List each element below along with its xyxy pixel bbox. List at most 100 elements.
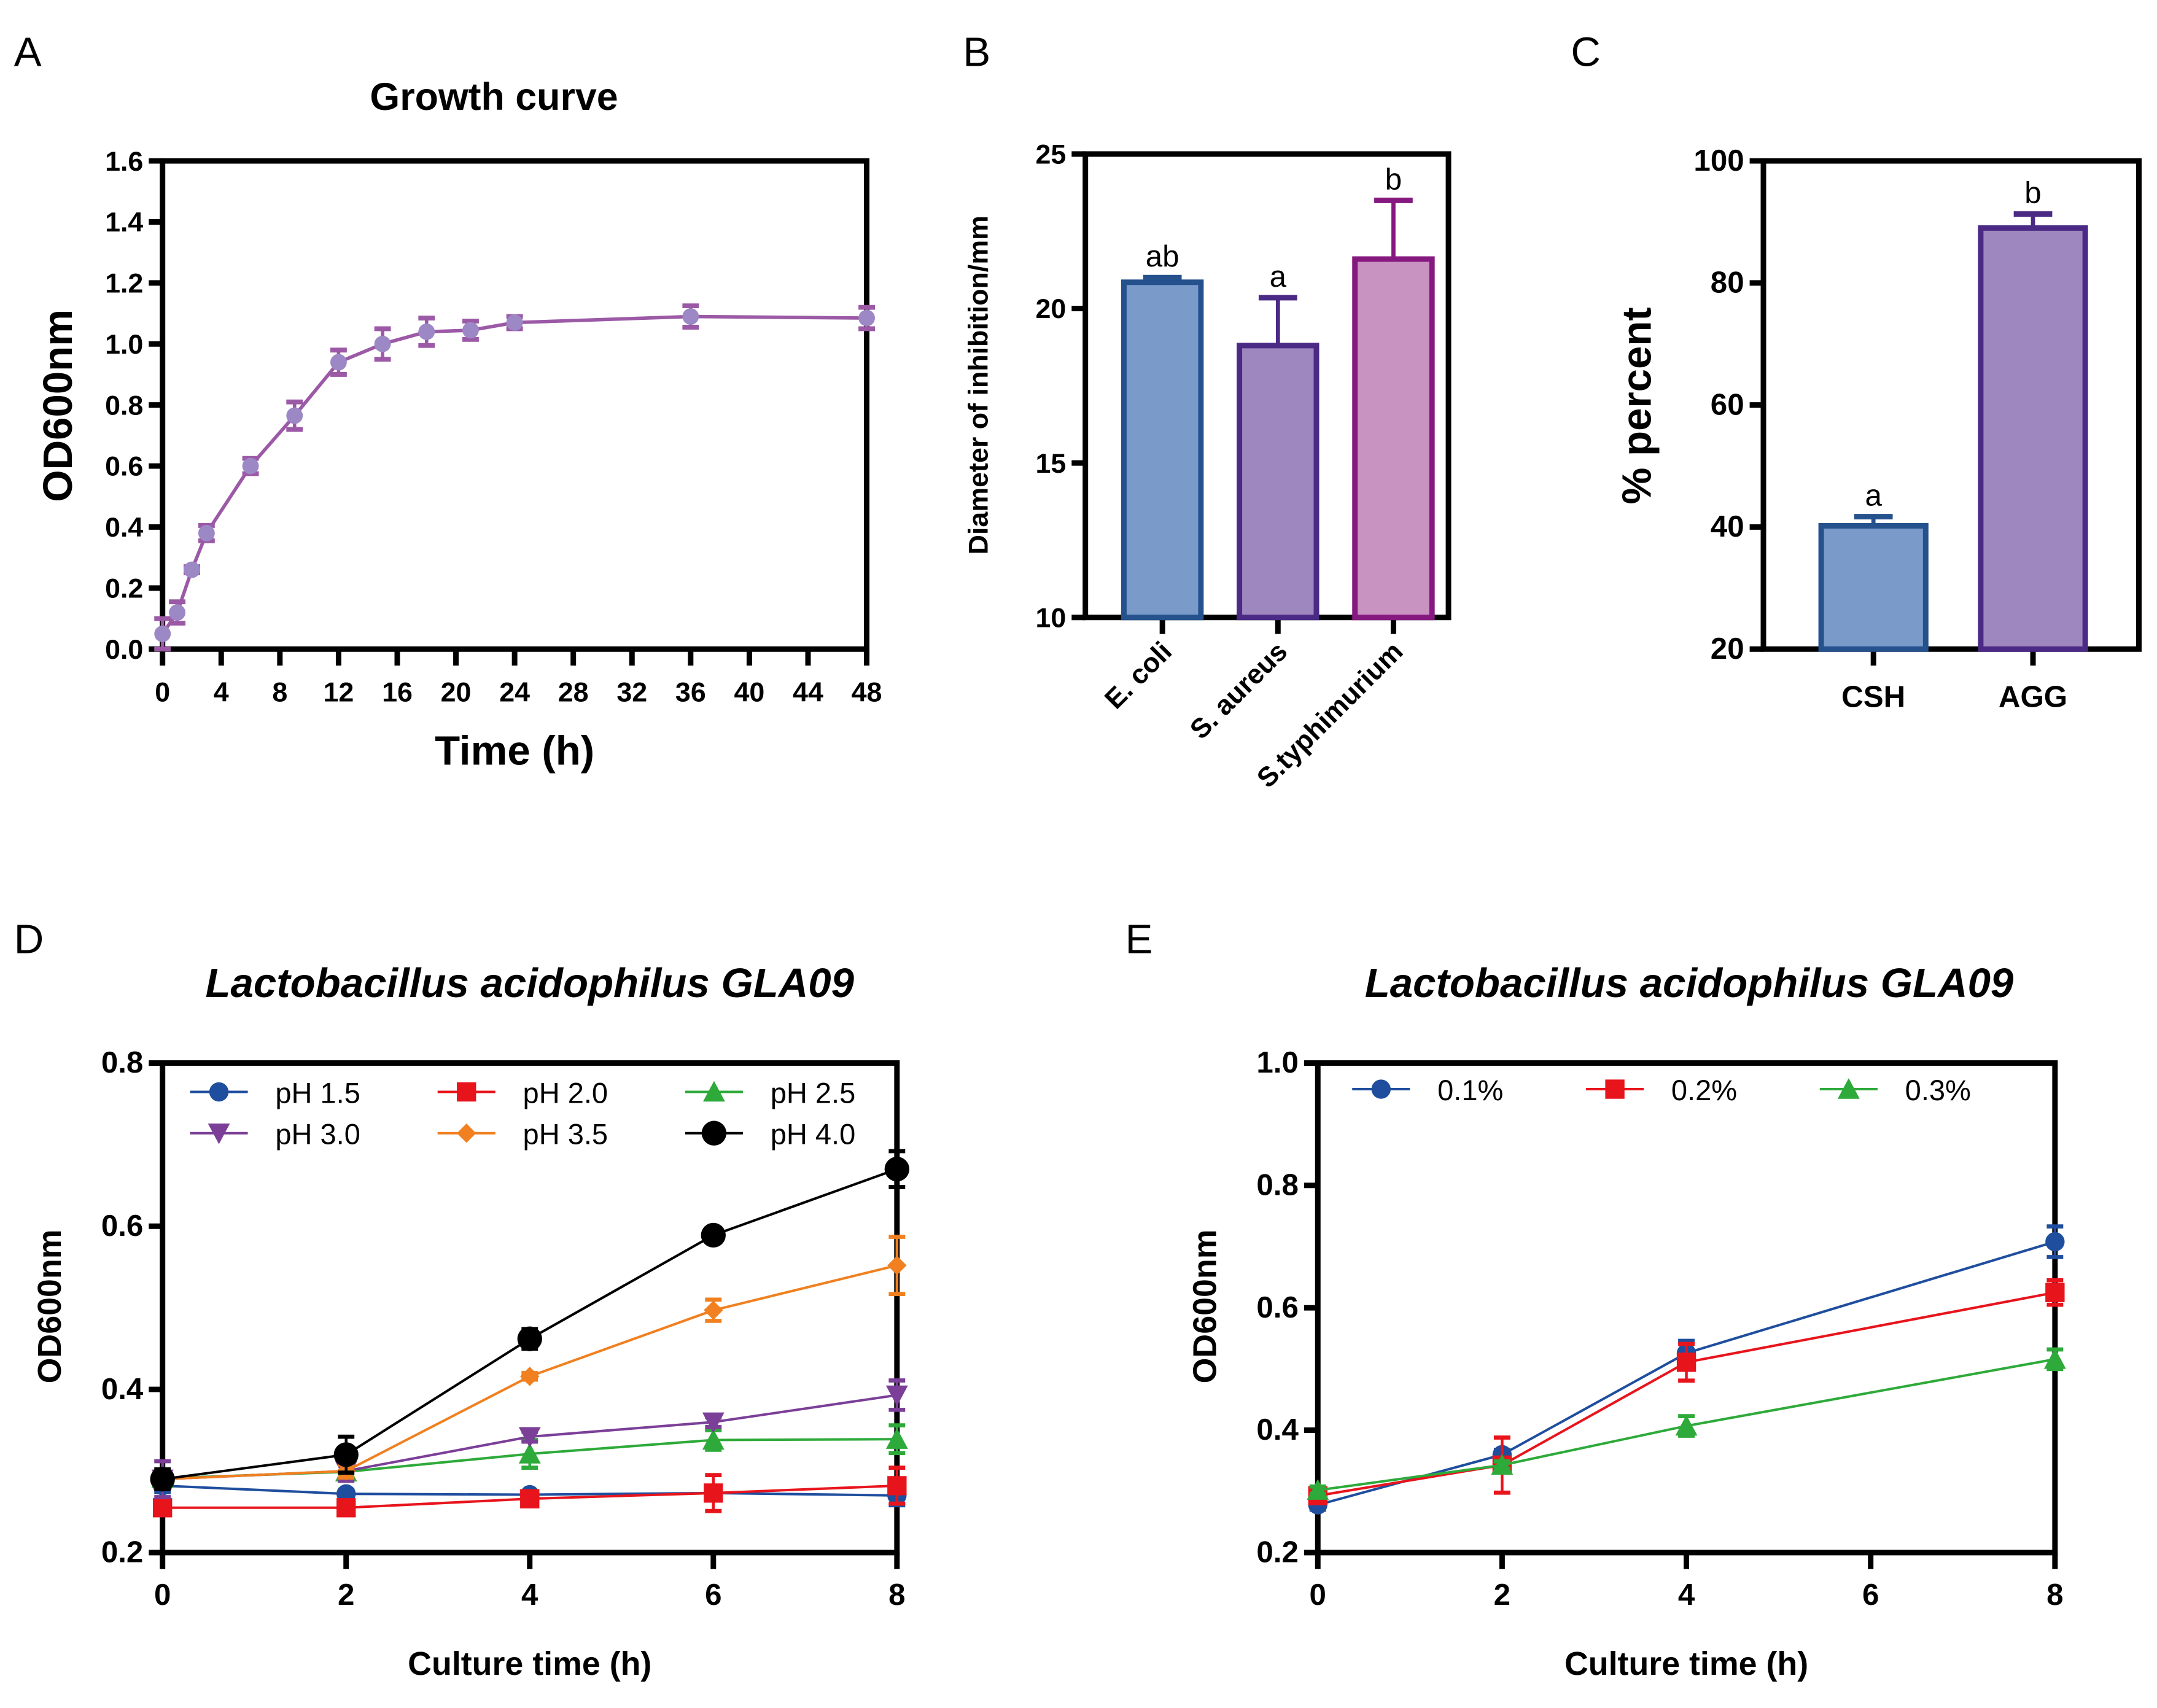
- y-tick-label-c: 80: [1711, 266, 1744, 300]
- panel-letter-e: E: [1125, 916, 1153, 962]
- legend-label-0-3-: 0.3%: [1905, 1074, 1971, 1106]
- data-point-0-3-: [1307, 1479, 1329, 1500]
- data-point-ph-3-5: [520, 1367, 540, 1386]
- data-point-growth: [374, 335, 391, 352]
- y-tick-label-b: 15: [1036, 448, 1067, 479]
- x-tick-label-a: 8: [272, 677, 287, 707]
- y-axis-label-a: OD600nm: [35, 309, 81, 502]
- legend-label-ph-3-0: pH 3.0: [275, 1118, 360, 1151]
- x-tick-label-e: 2: [1494, 1578, 1510, 1612]
- y-tick-label-e: 0.6: [1256, 1291, 1299, 1324]
- data-point-0-3-: [1491, 1454, 1514, 1475]
- ticks-e: 0.2 0.4 0.6 0.8 1.0 0 2 4 6 8: [1256, 1046, 2063, 1612]
- data-point-ph-4-0: [517, 1326, 542, 1351]
- y-axis-label-d: OD600nm: [31, 1229, 68, 1383]
- y-tick-label-c: 40: [1711, 510, 1744, 543]
- x-tick-label-c: AGG: [1999, 680, 2067, 713]
- data-point-ph-2-0: [336, 1498, 356, 1518]
- data-point-ph-3-5: [887, 1256, 907, 1275]
- data-point-ph-4-0: [333, 1442, 359, 1467]
- plot-frame-a: [160, 158, 870, 652]
- marks-e: [1307, 1224, 2066, 1515]
- y-tick-label-d: 0.4: [101, 1372, 144, 1406]
- data-point-growth: [462, 322, 479, 339]
- y-tick-label-d: 0.2: [101, 1535, 144, 1569]
- y-tick-label-a: 1.2: [105, 268, 143, 299]
- data-point-growth: [154, 625, 171, 642]
- data-point-0-3-: [2043, 1348, 2066, 1369]
- y-tick-label-a: 0.8: [105, 390, 143, 421]
- significance-letter-c: a: [1865, 479, 1882, 513]
- data-point-ph-4-0: [701, 1222, 726, 1248]
- data-point-ph-3-0: [885, 1385, 908, 1407]
- x-tick-label-e: 0: [1310, 1578, 1326, 1612]
- x-tick-label-c: CSH: [1841, 680, 1905, 713]
- legend-marker-0-3-: [1837, 1078, 1860, 1099]
- data-point-growth: [418, 323, 435, 340]
- y-axis-label-e: OD600nm: [1186, 1229, 1223, 1383]
- legend-marker-ph-4-0: [701, 1120, 727, 1146]
- data-point-ph-2-0: [887, 1476, 907, 1496]
- legend-d: pH 1.5 pH 2.0 pH 2.5 pH 3.0 pH 3.5 pH 4.0: [190, 1076, 856, 1151]
- y-tick-label-e: 0.2: [1256, 1535, 1299, 1569]
- data-point-0-3-: [1675, 1415, 1698, 1436]
- data-point-ph-4-0: [884, 1157, 909, 1182]
- data-point-growth: [242, 457, 259, 475]
- data-point-0-2-: [1676, 1353, 1696, 1372]
- data-point-growth: [198, 524, 215, 542]
- x-tick-label-a: 24: [499, 677, 530, 707]
- significance-letter-b: b: [1385, 162, 1402, 196]
- panel-letter-c: C: [1571, 29, 1601, 76]
- x-tick-label-a: 16: [382, 677, 413, 707]
- data-point-growth: [506, 314, 523, 331]
- chart-title-a: Growth curve: [370, 76, 618, 118]
- x-tick-label-d: 2: [338, 1578, 354, 1612]
- y-tick-label-e: 0.8: [1256, 1168, 1299, 1202]
- x-tick-label-b: S. aureus: [1184, 636, 1293, 745]
- data-point-ph-3-0: [702, 1412, 725, 1434]
- legend-label-0-1-: 0.1%: [1437, 1074, 1503, 1106]
- legend-marker-0-2-: [1605, 1079, 1625, 1099]
- x-tick-label-a: 48: [852, 677, 882, 707]
- legend-marker-ph-2-0: [457, 1082, 476, 1102]
- marks-c: ab: [1818, 176, 2088, 652]
- bar-b: [1237, 343, 1319, 621]
- legend-marker-ph-3-5: [457, 1124, 476, 1143]
- legend-label-0-2-: 0.2%: [1671, 1074, 1737, 1106]
- legend-label-ph-3-5: pH 3.5: [523, 1118, 608, 1151]
- bar-b: [1121, 279, 1204, 621]
- y-tick-label-a: 1.0: [105, 329, 143, 360]
- data-point-ph-3-0: [518, 1427, 541, 1448]
- bar-c: [1978, 225, 2088, 652]
- y-tick-label-d: 0.6: [101, 1209, 144, 1243]
- data-point-0-1-: [2045, 1232, 2065, 1252]
- x-tick-label-e: 6: [1862, 1578, 1879, 1612]
- marks-a: [154, 303, 875, 652]
- x-tick-label-a: 32: [616, 677, 647, 707]
- legend-label-ph-4-0: pH 4.0: [771, 1118, 856, 1151]
- x-tick-label-a: 12: [324, 677, 354, 707]
- x-axis-label-a: Time (h): [435, 728, 594, 774]
- series-line-0-3-: [1317, 1357, 2056, 1492]
- significance-letter-b: ab: [1146, 239, 1180, 273]
- legend-label-ph-2-0: pH 2.0: [523, 1076, 608, 1109]
- data-point-growth: [286, 407, 303, 424]
- data-point-ph-2-0: [153, 1498, 173, 1518]
- y-tick-label-b: 10: [1036, 602, 1067, 633]
- data-point-ph-2-5: [518, 1443, 541, 1464]
- x-tick-label-a: 4: [214, 677, 229, 707]
- bar-c: [1818, 522, 1929, 652]
- y-tick-label-e: 0.4: [1256, 1413, 1299, 1446]
- x-axis-label-d: Culture time (h): [408, 1645, 651, 1682]
- panel-letter-a: A: [14, 29, 42, 76]
- legend-marker-ph-1-5: [209, 1082, 229, 1102]
- ticks-c: 20 40 60 80 100 CSH AGG: [1693, 144, 2142, 713]
- x-tick-label-a: 44: [793, 677, 823, 707]
- series-line-growth: [161, 314, 867, 635]
- marks-d: [150, 1149, 909, 1518]
- x-tick-label-d: 8: [888, 1578, 905, 1612]
- panel-letter-d: D: [14, 916, 44, 962]
- x-axis-label-e: Culture time (h): [1564, 1645, 1808, 1682]
- ticks-d: 0.2 0.4 0.6 0.8 0 2 4 6 8: [101, 1046, 906, 1612]
- y-tick-label-c: 20: [1711, 632, 1744, 666]
